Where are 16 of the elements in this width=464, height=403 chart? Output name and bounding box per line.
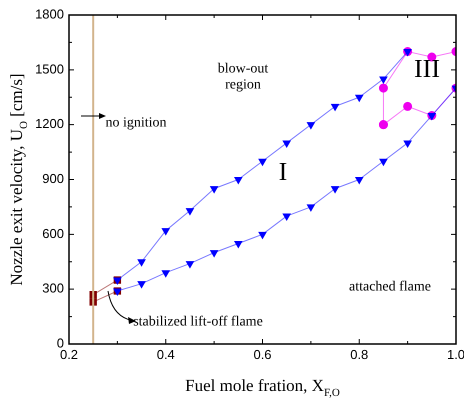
- y-tick-label: 1800: [35, 6, 64, 22]
- x-tick-label: 0.8: [350, 347, 368, 362]
- annotation: stabilized lift-off flame: [133, 314, 263, 330]
- annotation: no ignition: [105, 116, 167, 131]
- y-tick-label: 600: [42, 226, 64, 241]
- y-tick-label: 1500: [35, 61, 64, 76]
- annotation: III: [414, 54, 440, 83]
- annotation: I: [278, 156, 288, 186]
- y-tick-label: 1200: [35, 116, 64, 132]
- y-tick-label: 900: [42, 171, 64, 186]
- annotation: attached flame: [348, 280, 432, 295]
- x-tick-label: 0.4: [156, 347, 175, 362]
- y-tick-label: 300: [42, 280, 64, 296]
- annotation: blow-out region: [218, 62, 268, 93]
- y-axis-title: Nozzle exit velocity, UO [cm/s]: [7, 73, 30, 286]
- x-tick-label: 0.6: [253, 347, 272, 362]
